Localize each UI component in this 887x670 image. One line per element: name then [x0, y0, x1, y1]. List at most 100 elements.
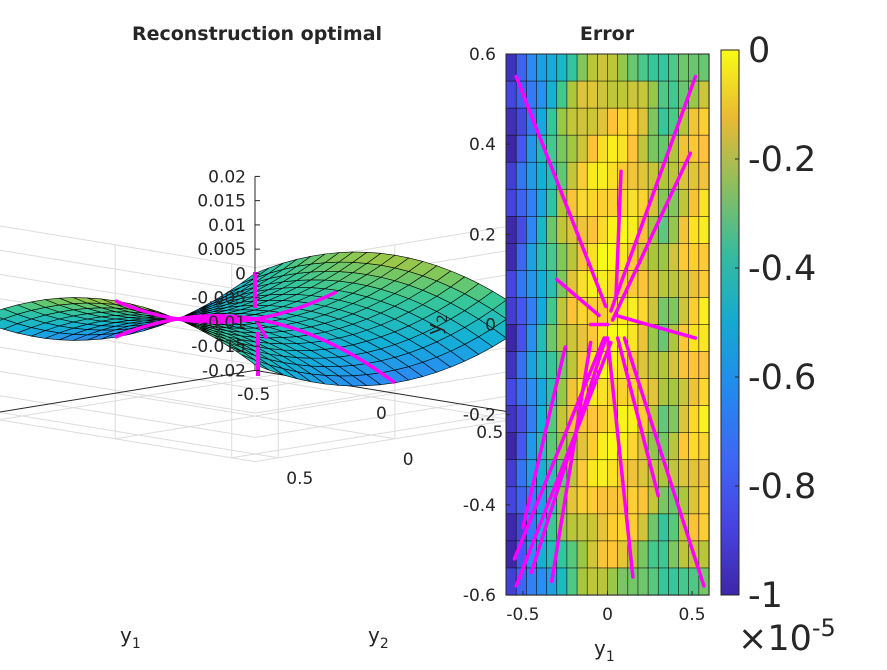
- heatmap-cell: [597, 188, 609, 217]
- heatmap-cell: [515, 459, 527, 488]
- heatmap-cell: [505, 513, 517, 542]
- heatmap-cell: [586, 513, 598, 542]
- heatmap-cell: [688, 216, 700, 244]
- heatmap-cell: [576, 567, 588, 596]
- heatmap-cell: [515, 432, 527, 461]
- heatmap-cell: [566, 540, 578, 569]
- surface-ticks: 0.02 0.015 0.01 0.005 0 -0.005 -0.01 -0.015 -0.0…: [191, 167, 552, 488]
- heatmap-cell: [505, 405, 517, 434]
- heatmap-cell: [657, 486, 669, 515]
- heatmap-cell: [566, 80, 578, 109]
- heatmap-cell: [566, 161, 578, 190]
- heatmap-cell: [627, 486, 639, 515]
- heatmap-ylabel-base: y: [422, 323, 446, 335]
- heatmap-cell: [688, 270, 700, 299]
- surface-title: Reconstruction optimal: [132, 23, 382, 45]
- heatmap-cell: [668, 243, 680, 272]
- heatmap-y-tick-label: -0.4: [463, 496, 496, 516]
- heatmap-cell: [576, 161, 588, 190]
- colorbar-tick-label: -0.4: [748, 249, 816, 289]
- heatmap-cell: [647, 540, 659, 569]
- heatmap-cell: [586, 188, 598, 217]
- heatmap-cell: [546, 188, 558, 217]
- surface-z-tick-label: -0.01: [202, 313, 246, 333]
- heatmap-cell: [688, 459, 700, 488]
- heatmap-cell: [597, 134, 609, 163]
- heatmap-cell: [607, 216, 619, 244]
- heatmap-cell: [515, 351, 527, 380]
- heatmap-cell: [627, 459, 639, 488]
- heatmap-cell: [678, 324, 690, 353]
- heatmap-cell: [688, 107, 700, 136]
- heatmap-cell: [607, 567, 619, 596]
- heatmap-cell: [698, 188, 710, 217]
- heatmap-cell: [536, 270, 548, 299]
- heatmap-cell: [536, 243, 548, 272]
- heatmap-cell: [546, 324, 558, 353]
- surface-grid-line: [115, 392, 395, 440]
- heatmap-cell: [525, 297, 538, 326]
- heatmap-cell: [627, 107, 639, 136]
- heatmap-cell: [637, 324, 649, 353]
- heatmap-y-tick-label: -0.6: [463, 586, 496, 606]
- heatmap-cell: [668, 405, 680, 434]
- surface-sample-curve: [254, 317, 396, 385]
- heatmap-xlabel: y1: [594, 636, 615, 665]
- heatmap-cell: [657, 540, 669, 569]
- heatmap-cell: [617, 80, 629, 109]
- heatmap-cell: [698, 513, 710, 542]
- heatmap-cell: [698, 405, 710, 434]
- heatmap-cell: [576, 270, 588, 299]
- heatmap-cell: [586, 567, 598, 596]
- heatmap-cell: [637, 134, 649, 163]
- heatmap-ylabel-sub: 2: [435, 314, 451, 323]
- heatmap-sample-curve: [609, 74, 698, 313]
- heatmap-cell: [627, 80, 639, 109]
- heatmap-cells: [505, 53, 710, 596]
- heatmap-cell: [515, 216, 527, 244]
- heatmap-cell: [546, 80, 558, 109]
- heatmap-cell: [678, 378, 690, 407]
- heatmap-cell: [536, 567, 548, 596]
- surface-grid-line: [0, 411, 279, 459]
- heatmap-cell: [668, 216, 680, 244]
- heatmap-cell: [627, 432, 639, 461]
- heatmap-cell: [546, 243, 558, 272]
- heatmap-cell: [505, 324, 517, 353]
- heatmap-cell: [607, 107, 619, 136]
- heatmap-cell: [647, 134, 659, 163]
- heatmap-cell: [566, 486, 578, 515]
- heatmap-cell: [678, 459, 690, 488]
- heatmap-cell: [688, 513, 700, 542]
- heatmap-cell: [678, 351, 690, 380]
- surface-y-tick-label: 0.5: [286, 469, 313, 489]
- surface-y-axis: [0, 369, 256, 413]
- heatmap-cell: [515, 486, 527, 515]
- heatmap-cell: [505, 459, 517, 488]
- heatmap-cell: [505, 134, 517, 163]
- colorbar-multiplier: ×10-5: [738, 614, 836, 659]
- heatmap-cell: [515, 378, 527, 407]
- heatmap-cell: [668, 80, 680, 109]
- heatmap-cell: [617, 540, 629, 569]
- heatmap-cell: [637, 351, 649, 380]
- heatmap-cell: [525, 405, 538, 434]
- heatmap-cell: [647, 53, 659, 82]
- heatmap-cell: [607, 134, 619, 163]
- heatmap-cell: [576, 324, 588, 353]
- heatmap-cell: [505, 270, 517, 299]
- heatmap-x-tick-label: 0: [602, 605, 613, 625]
- heatmap-cell: [546, 351, 558, 380]
- heatmap-cell: [678, 567, 690, 596]
- heatmap-sample-curve: [555, 277, 601, 318]
- heatmap-cell: [637, 567, 649, 596]
- heatmap-cell: [647, 351, 659, 380]
- heatmap-cell: [678, 216, 690, 244]
- surface-xlabel-sub: 1: [132, 636, 141, 652]
- heatmap-cell: [688, 405, 700, 434]
- heatmap-cell: [597, 216, 609, 244]
- heatmap-cell: [668, 270, 680, 299]
- heatmap-cell: [556, 216, 568, 244]
- heatmap-cell: [647, 567, 659, 596]
- heatmap-cell: [607, 486, 619, 515]
